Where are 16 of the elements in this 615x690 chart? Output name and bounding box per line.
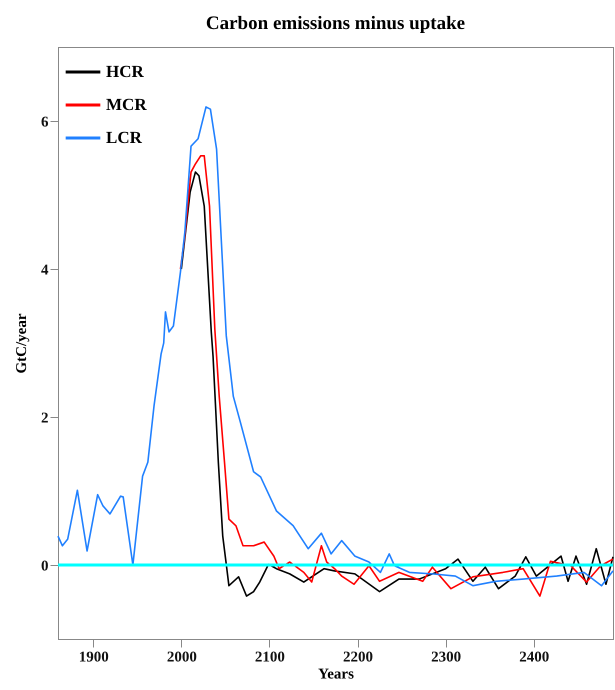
x-tick-label: 2400 <box>519 650 550 666</box>
legend-label: HCR <box>106 62 144 81</box>
x-tick-label: 2100 <box>254 650 285 666</box>
x-tick-label: 2200 <box>343 650 374 666</box>
x-tick-label: 2300 <box>431 650 462 666</box>
chart-title: Carbon emissions minus uptake <box>206 13 466 34</box>
y-axis-title: GtC/year <box>14 313 30 374</box>
x-tick-label: 2000 <box>166 650 197 666</box>
y-tick-label: 0 <box>41 558 48 574</box>
legend-label: LCR <box>106 128 143 147</box>
y-tick-label: 4 <box>41 262 49 278</box>
x-axis-title: Years <box>318 666 354 682</box>
legend-label: MCR <box>106 95 148 114</box>
x-tick-label: 1900 <box>78 650 109 666</box>
y-tick-label: 6 <box>41 114 49 130</box>
y-tick-label: 2 <box>41 410 48 426</box>
